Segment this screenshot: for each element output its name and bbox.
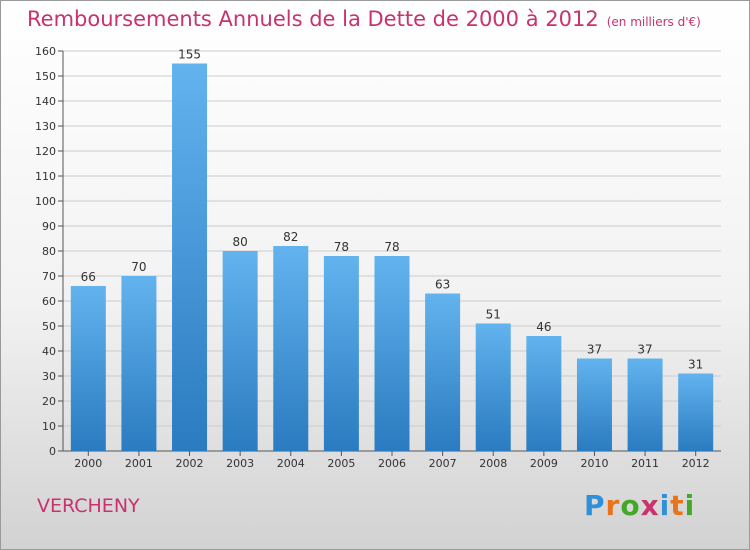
x-tick-label: 2003 — [226, 457, 254, 470]
y-tick-label: 110 — [35, 170, 56, 183]
x-tick-label: 2000 — [74, 457, 102, 470]
x-tick-label: 2002 — [176, 457, 204, 470]
x-tick-label: 2005 — [327, 457, 355, 470]
x-tick-label: 2011 — [631, 457, 659, 470]
y-tick-label: 50 — [42, 320, 56, 333]
logo-letter: t — [670, 489, 685, 522]
bar-2012 — [678, 373, 714, 451]
bar-2002 — [172, 63, 208, 451]
data-label: 63 — [435, 278, 450, 292]
bar-2006 — [374, 256, 410, 451]
data-label: 82 — [283, 230, 298, 244]
data-label: 78 — [384, 240, 399, 254]
bar-2003 — [222, 251, 258, 451]
x-tick-label: 2001 — [125, 457, 153, 470]
y-tick-label: 10 — [42, 420, 56, 433]
x-tick-label: 2007 — [429, 457, 457, 470]
y-tick-label: 160 — [35, 45, 56, 58]
proxiti-logo: Proxiti — [584, 489, 695, 522]
y-tick-label: 90 — [42, 220, 56, 233]
chart-unit: (en milliers d'€) — [606, 15, 701, 29]
labels: 2000 66 2001 70 2002 155 2003 80 2004 82 2005 78 200… — [74, 48, 709, 471]
y-tick-label: 40 — [42, 345, 56, 358]
chart-title: Remboursements Annuels de la Dette de 20… — [27, 7, 701, 31]
data-label: 37 — [587, 343, 602, 357]
logo-letter: i — [684, 489, 696, 522]
y-tick-label: 120 — [35, 145, 56, 158]
bar-2004 — [273, 246, 309, 451]
y-tick-label: 140 — [35, 95, 56, 108]
y-tick-label: 60 — [42, 295, 56, 308]
x-tick-label: 2004 — [277, 457, 305, 470]
commune-name: VERCHENY — [37, 495, 140, 517]
data-label: 31 — [688, 358, 703, 372]
logo-letter: P — [584, 489, 606, 522]
bars — [70, 63, 714, 451]
data-label: 80 — [233, 235, 248, 249]
x-tick-label: 2006 — [378, 457, 406, 470]
x-tick-label: 2012 — [682, 457, 710, 470]
bar-2001 — [121, 276, 157, 451]
y-tick-label: 0 — [49, 445, 56, 458]
x-tick-label: 2008 — [479, 457, 507, 470]
data-label: 70 — [131, 260, 146, 274]
data-label: 37 — [637, 343, 652, 357]
y-tick-label: 100 — [35, 195, 56, 208]
x-tick-label: 2009 — [530, 457, 558, 470]
logo-letter: o — [620, 489, 641, 522]
bar-2000 — [70, 286, 106, 451]
chart-title-text: Remboursements Annuels de la Dette de 20… — [27, 7, 599, 31]
data-label: 66 — [81, 270, 96, 284]
data-label: 46 — [536, 320, 551, 334]
logo-letter: i — [659, 489, 671, 522]
data-label: 51 — [486, 308, 501, 322]
y-tick-label: 80 — [42, 245, 56, 258]
y-tick-label: 130 — [35, 120, 56, 133]
logo-letter: r — [605, 489, 621, 522]
y-tick-label: 150 — [35, 70, 56, 83]
data-label: 78 — [334, 240, 349, 254]
logo-letter: x — [640, 489, 660, 522]
bar-2007 — [425, 293, 461, 451]
y-tick-label: 70 — [42, 270, 56, 283]
y-tick-label: 20 — [42, 395, 56, 408]
bar-2011 — [627, 358, 663, 451]
data-label: 155 — [178, 48, 201, 62]
bar-2008 — [475, 323, 511, 451]
bar-2010 — [576, 358, 612, 451]
bar-2009 — [526, 336, 562, 451]
y-tick-label: 30 — [42, 370, 56, 383]
x-tick-label: 2010 — [580, 457, 608, 470]
bar-2005 — [323, 256, 359, 451]
